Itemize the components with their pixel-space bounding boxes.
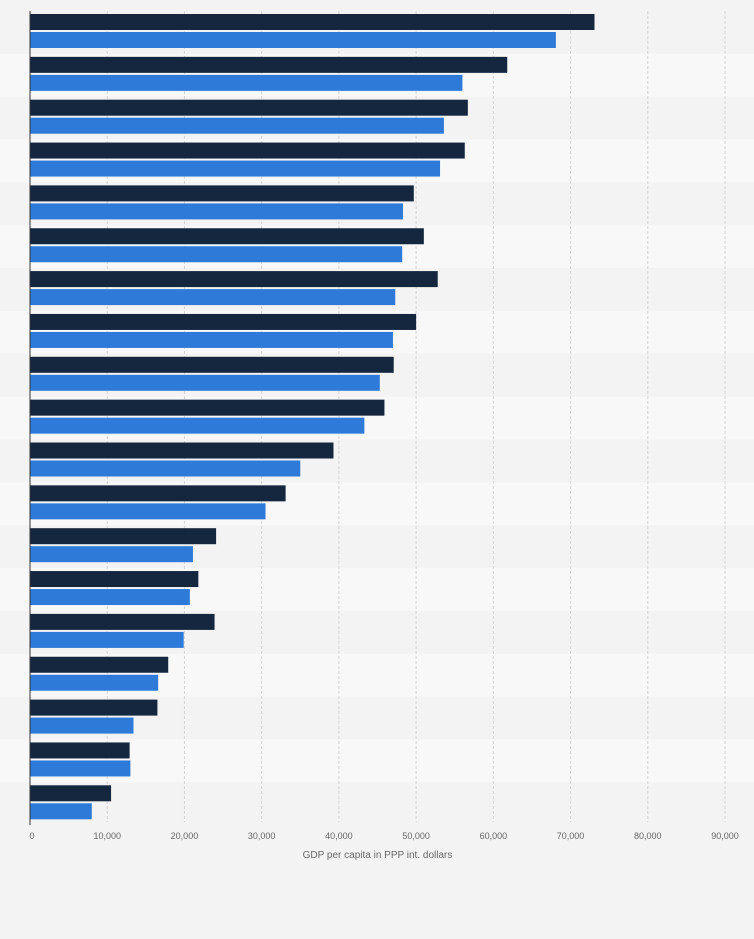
bar-series-2[interactable] — [30, 203, 403, 220]
bars-layer — [30, 14, 595, 820]
bar-series-2[interactable] — [30, 503, 266, 520]
bar-series-2[interactable] — [30, 803, 92, 820]
x-tick-label: 50,000 — [402, 831, 430, 841]
bar-series-1[interactable] — [30, 613, 215, 630]
x-tick-label: 90,000 — [711, 831, 739, 841]
bar-series-1[interactable] — [30, 399, 385, 416]
bar-series-2[interactable] — [30, 631, 184, 648]
bar-series-1[interactable] — [30, 785, 112, 802]
bar-series-1[interactable] — [30, 228, 424, 245]
bar-series-1[interactable] — [30, 699, 158, 716]
bar-series-2[interactable] — [30, 460, 301, 477]
row-band — [0, 782, 754, 826]
bar-series-2[interactable] — [30, 32, 556, 48]
x-tick-label: 0 — [29, 831, 34, 841]
bar-series-2[interactable] — [30, 160, 441, 177]
x-tick-label: 10,000 — [93, 831, 121, 841]
bar-series-1[interactable] — [30, 313, 417, 330]
bar-series-1[interactable] — [30, 56, 508, 73]
bar-series-2[interactable] — [30, 589, 190, 606]
bar-series-2[interactable] — [30, 546, 193, 563]
bar-series-1[interactable] — [30, 656, 169, 673]
bar-series-1[interactable] — [30, 742, 130, 759]
x-tick-label: 80,000 — [634, 831, 662, 841]
bar-series-2[interactable] — [30, 374, 380, 391]
x-tick-label: 70,000 — [557, 831, 585, 841]
bar-series-1[interactable] — [30, 485, 286, 502]
x-axis-ticks: 0 10,000 20,000 30,000 40,000 50,000 60,000 70,… — [29, 831, 738, 841]
bar-series-2[interactable] — [30, 331, 393, 348]
bar-series-1[interactable] — [30, 442, 334, 459]
x-tick-label: 40,000 — [325, 831, 353, 841]
bar-series-2[interactable] — [30, 117, 444, 134]
x-axis-title: GDP per capita in PPP int. dollars — [303, 850, 453, 861]
x-tick-label: 20,000 — [171, 831, 199, 841]
bar-series-1[interactable] — [30, 356, 394, 373]
bar-series-2[interactable] — [30, 246, 403, 263]
bar-series-2[interactable] — [30, 760, 131, 777]
x-tick-label: 60,000 — [480, 831, 508, 841]
x-tick-label: 30,000 — [248, 831, 276, 841]
bar-series-2[interactable] — [30, 289, 396, 306]
bar-series-2[interactable] — [30, 717, 134, 734]
bar-series-1[interactable] — [30, 142, 465, 159]
bar-series-1[interactable] — [30, 271, 438, 288]
bar-series-2[interactable] — [30, 74, 463, 91]
bar-series-2[interactable] — [30, 417, 365, 434]
bar-series-1[interactable] — [30, 99, 468, 116]
bar-series-1[interactable] — [30, 14, 595, 30]
bar-series-2[interactable] — [30, 674, 159, 691]
bar-series-1[interactable] — [30, 528, 217, 545]
bar-series-1[interactable] — [30, 571, 199, 588]
bar-series-1[interactable] — [30, 185, 414, 202]
